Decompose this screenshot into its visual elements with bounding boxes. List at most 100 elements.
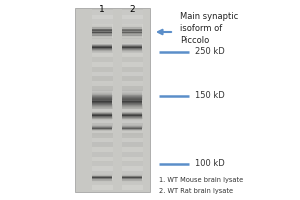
Bar: [122, 21, 142, 23]
Bar: [122, 121, 142, 122]
Bar: [92, 51, 112, 53]
Bar: [122, 84, 142, 85]
Bar: [122, 123, 142, 124]
Bar: [92, 38, 112, 39]
Bar: [122, 102, 142, 104]
Bar: [122, 92, 142, 93]
Bar: [92, 151, 112, 152]
Bar: [122, 25, 142, 26]
Bar: [122, 52, 142, 53]
Bar: [122, 188, 142, 189]
Bar: [92, 102, 112, 104]
Bar: [92, 161, 112, 162]
Bar: [122, 142, 142, 143]
Bar: [92, 165, 112, 166]
Bar: [122, 46, 142, 47]
Bar: [92, 61, 112, 62]
Bar: [122, 34, 142, 35]
Bar: [92, 46, 112, 47]
Bar: [122, 46, 142, 47]
Bar: [92, 26, 112, 27]
Bar: [122, 28, 142, 29]
Bar: [122, 120, 142, 121]
Bar: [122, 61, 142, 62]
Bar: [122, 173, 142, 175]
Bar: [92, 144, 112, 146]
Bar: [92, 57, 112, 59]
Bar: [122, 119, 142, 120]
Bar: [122, 126, 142, 128]
Bar: [122, 68, 142, 70]
Bar: [122, 57, 142, 58]
Bar: [122, 185, 142, 186]
Bar: [92, 45, 112, 46]
Bar: [122, 13, 142, 15]
Bar: [122, 85, 142, 86]
Bar: [92, 17, 112, 18]
Bar: [92, 115, 112, 116]
Bar: [122, 67, 142, 68]
Bar: [92, 24, 112, 25]
Bar: [92, 68, 112, 70]
Bar: [92, 103, 112, 104]
Bar: [122, 9, 142, 10]
Bar: [92, 107, 112, 109]
Bar: [122, 152, 142, 153]
Bar: [122, 146, 142, 147]
Bar: [122, 59, 142, 61]
Text: 2. WT Rat brain lysate: 2. WT Rat brain lysate: [159, 188, 233, 194]
Bar: [122, 159, 142, 160]
Bar: [122, 132, 142, 133]
Bar: [122, 81, 142, 82]
Bar: [122, 182, 142, 184]
Bar: [122, 29, 142, 31]
Bar: [122, 76, 142, 78]
Bar: [122, 175, 142, 176]
Bar: [92, 48, 112, 49]
Bar: [122, 149, 142, 150]
Bar: [92, 188, 112, 189]
Bar: [92, 142, 112, 144]
Bar: [122, 79, 142, 81]
Bar: [122, 35, 142, 36]
Bar: [92, 48, 112, 49]
Bar: [122, 168, 142, 169]
Bar: [92, 181, 112, 182]
Bar: [122, 36, 142, 37]
Bar: [92, 37, 112, 38]
Bar: [122, 51, 142, 53]
Bar: [92, 49, 112, 51]
Bar: [122, 62, 142, 63]
Bar: [122, 32, 142, 33]
Bar: [92, 37, 112, 38]
Bar: [122, 37, 142, 38]
Bar: [122, 139, 142, 140]
Bar: [122, 130, 142, 131]
Bar: [92, 23, 112, 24]
Bar: [92, 93, 112, 94]
Bar: [92, 35, 112, 36]
Bar: [92, 34, 112, 35]
Bar: [122, 175, 142, 176]
Bar: [92, 99, 112, 100]
Bar: [122, 91, 142, 92]
Bar: [122, 170, 142, 171]
Bar: [122, 14, 142, 15]
Bar: [92, 157, 112, 158]
Bar: [92, 128, 112, 129]
Bar: [122, 90, 142, 91]
Bar: [122, 50, 142, 51]
Bar: [92, 119, 112, 120]
Bar: [122, 178, 142, 179]
Bar: [92, 106, 112, 108]
Bar: [122, 115, 142, 116]
Bar: [92, 137, 112, 138]
Bar: [92, 104, 112, 106]
Bar: [92, 118, 112, 119]
Bar: [92, 154, 112, 156]
Bar: [122, 171, 142, 172]
Bar: [92, 27, 112, 28]
Text: 100 kD: 100 kD: [195, 160, 225, 168]
Bar: [92, 180, 112, 181]
Bar: [92, 54, 112, 55]
